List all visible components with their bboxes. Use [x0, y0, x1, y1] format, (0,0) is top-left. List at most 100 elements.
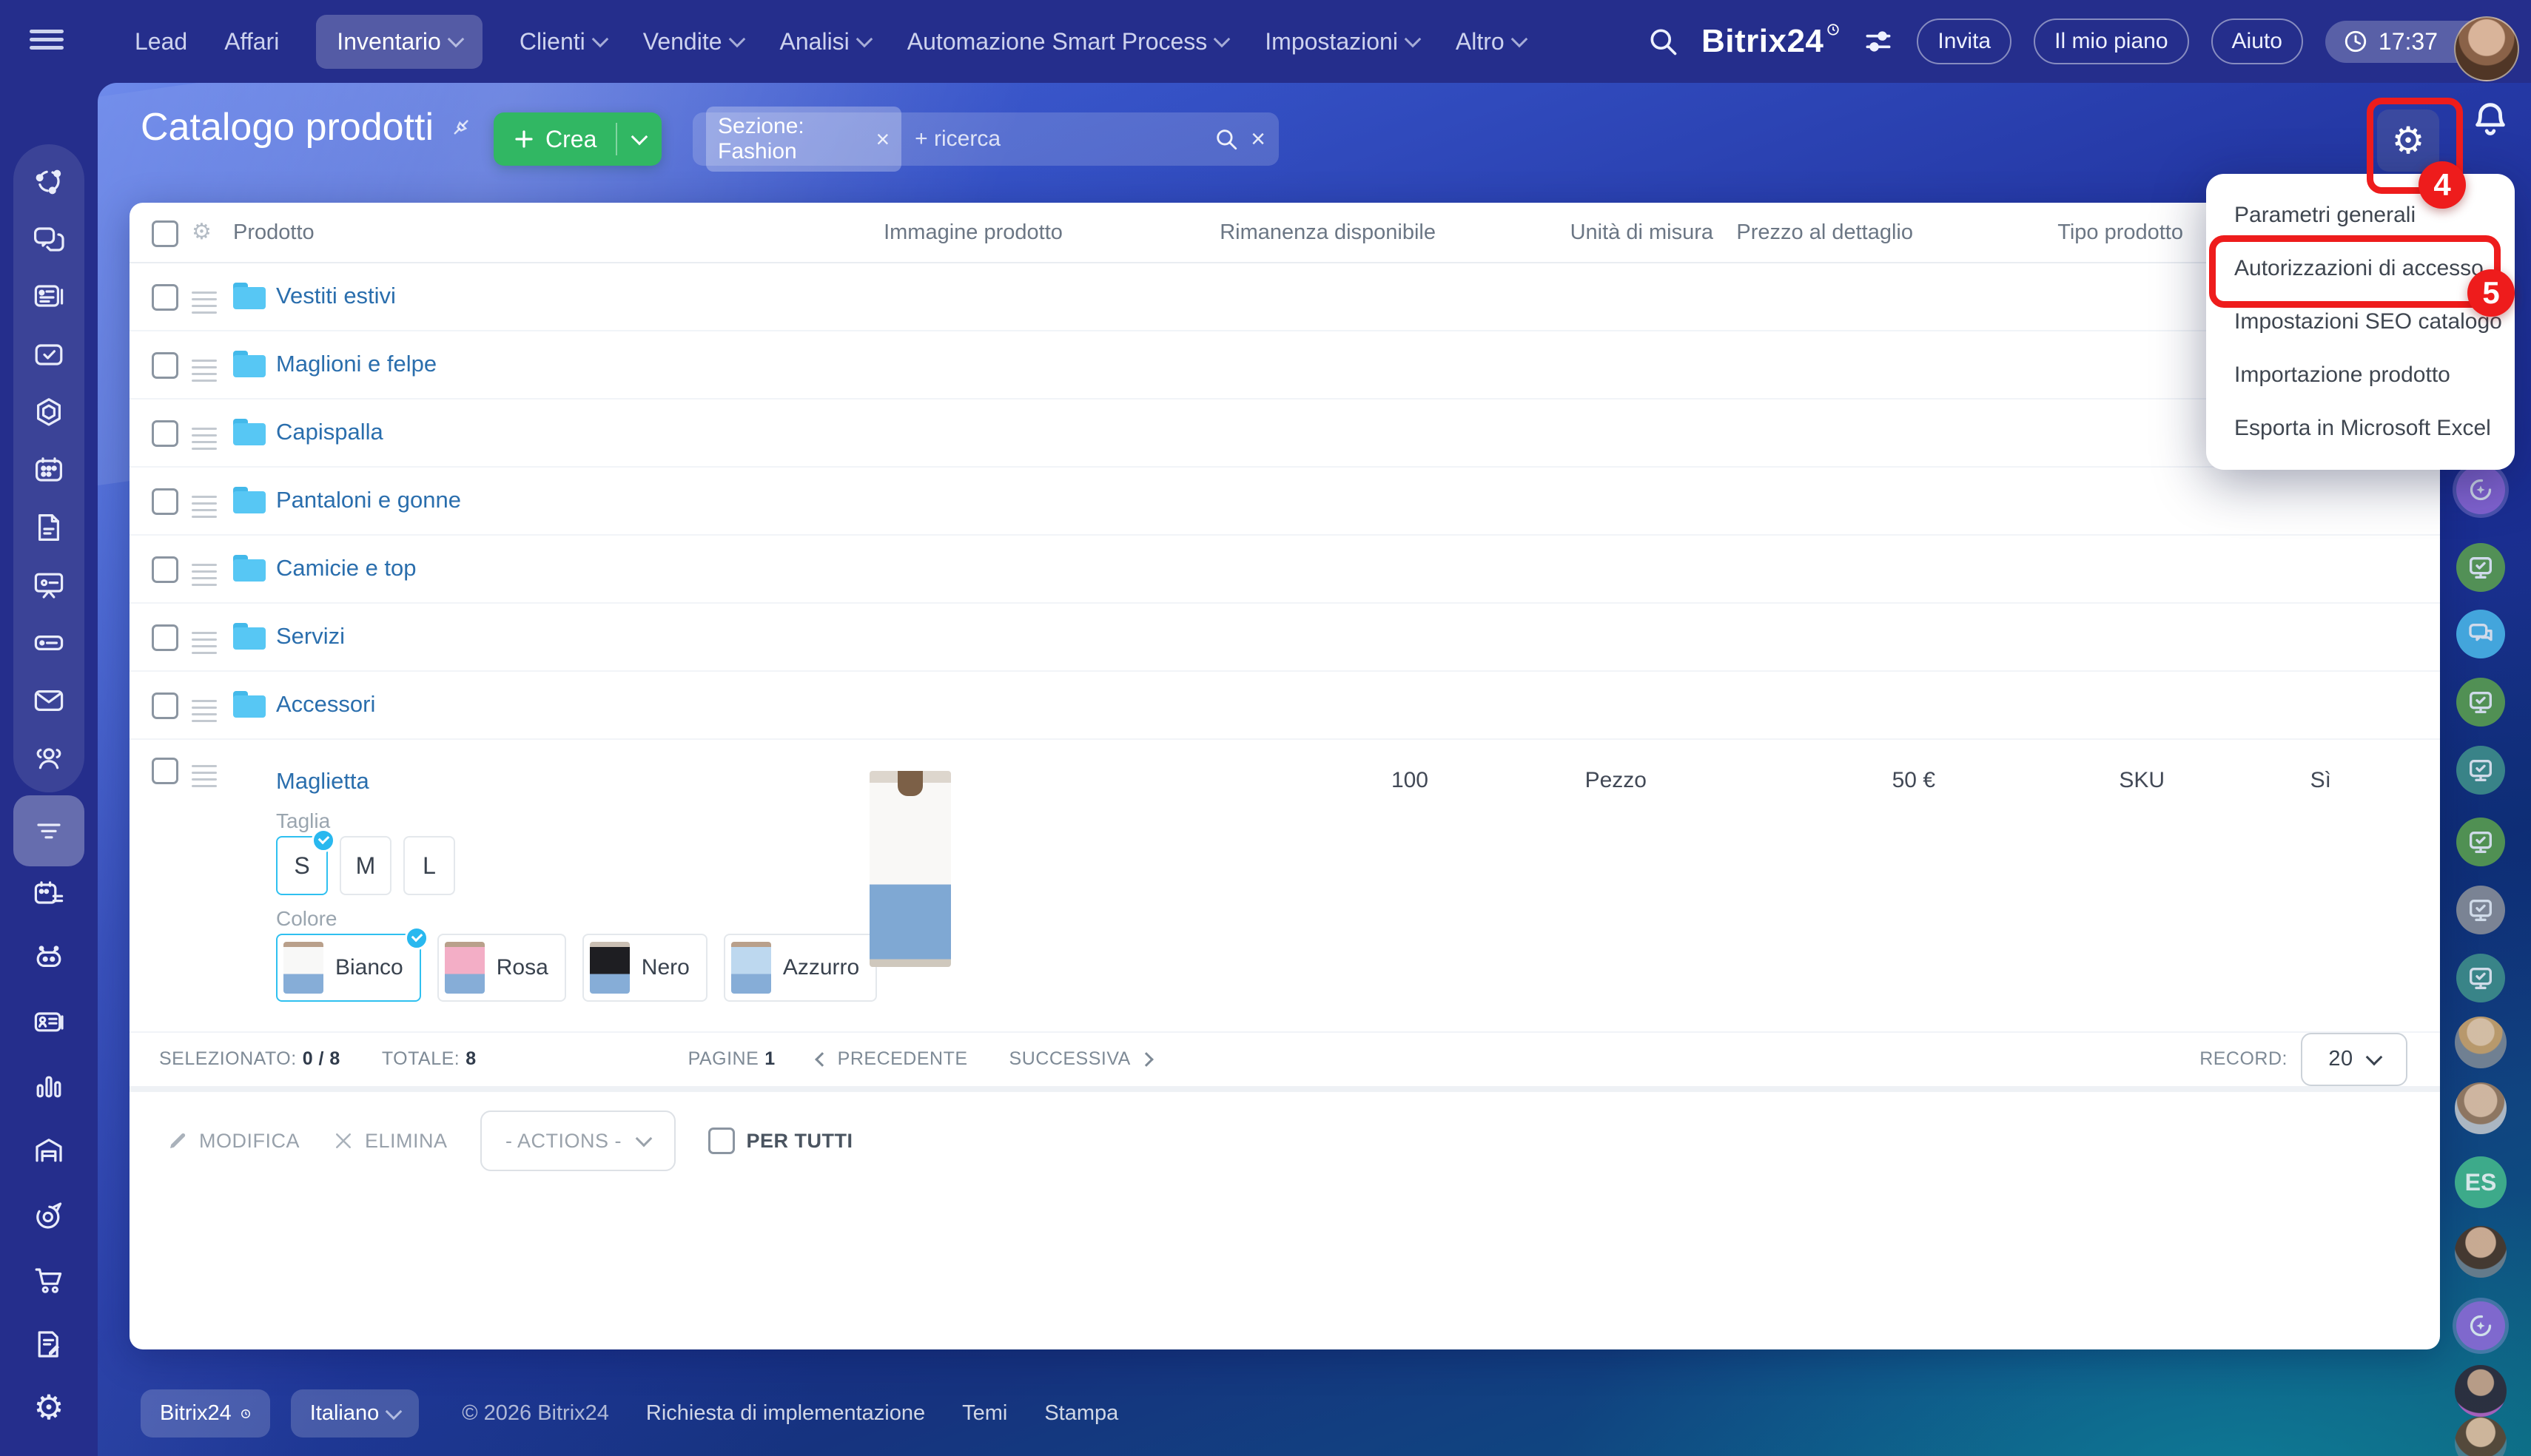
notifications-bell-icon[interactable]	[2469, 98, 2512, 141]
size-chip-l[interactable]: L	[403, 836, 455, 895]
pin-icon[interactable]	[448, 115, 474, 140]
footer-link-stampa[interactable]: Stampa	[1044, 1401, 1119, 1425]
nav-item-impostazioni[interactable]: Impostazioni	[1265, 28, 1422, 55]
actions-dropdown[interactable]: - ACTIONS -	[480, 1110, 676, 1171]
nav-item-inventario[interactable]: Inventario	[316, 14, 483, 69]
nav-item-vendite[interactable]: Vendite	[643, 28, 745, 55]
ai-bot-icon[interactable]	[31, 940, 67, 976]
task-monitor-icon[interactable]	[2456, 886, 2505, 934]
chat-bubble-icon[interactable]	[2456, 610, 2505, 658]
booking-icon[interactable]	[31, 876, 67, 911]
boards-icon[interactable]	[31, 567, 67, 603]
folder-link[interactable]: Capispalla	[276, 419, 383, 445]
drag-handle-icon[interactable]	[192, 761, 217, 792]
folder-link[interactable]: Maglioni e felpe	[276, 351, 437, 377]
drag-handle-icon[interactable]	[192, 695, 217, 727]
row-checkbox[interactable]	[152, 556, 178, 583]
menu-item-impostazioni-seo[interactable]: Impostazioni SEO catalogo	[2234, 309, 2502, 334]
drag-handle-icon[interactable]	[192, 423, 217, 454]
size-chip-s[interactable]: S	[276, 829, 335, 895]
row-checkbox[interactable]	[152, 692, 178, 719]
drag-handle-icon[interactable]	[192, 491, 217, 522]
product-link[interactable]: Maglietta	[276, 768, 369, 794]
column-header-immagine[interactable]: Immagine prodotto	[884, 220, 1063, 244]
search-icon[interactable]	[1647, 25, 1679, 58]
language-selector[interactable]: Italiano	[290, 1389, 420, 1438]
avatar[interactable]	[2455, 1365, 2507, 1417]
nav-item-clienti[interactable]: Clienti	[520, 28, 609, 55]
search-input[interactable]	[913, 126, 1203, 152]
row-checkbox[interactable]	[152, 488, 178, 515]
invite-button[interactable]: Invita	[1917, 18, 2012, 64]
menu-item-importazione-prodotto[interactable]: Importazione prodotto	[2234, 363, 2450, 387]
hamburger-menu-icon[interactable]	[30, 25, 64, 55]
row-checkbox[interactable]	[152, 352, 178, 379]
drag-handle-icon[interactable]	[192, 355, 217, 386]
avatar[interactable]	[2455, 1017, 2507, 1068]
contact-center-icon[interactable]	[31, 1005, 67, 1040]
task-monitor-icon[interactable]	[2456, 818, 2505, 866]
bitrix24-logo[interactable]: Bitrix24	[1701, 23, 1840, 60]
task-monitor-icon[interactable]	[2456, 954, 2505, 1002]
help-button[interactable]: Aiuto	[2211, 18, 2303, 64]
column-header-prodotto[interactable]: Prodotto	[233, 220, 315, 244]
copilot-icon[interactable]	[2456, 465, 2505, 514]
delete-button[interactable]: ELIMINA	[332, 1130, 448, 1153]
nav-item-affari[interactable]: Affari	[224, 27, 280, 55]
column-header-prezzo[interactable]: Prezzo al dettaglio	[1736, 220, 1913, 244]
mail-icon[interactable]	[31, 683, 67, 718]
filter-chip-sezione-fashion[interactable]: Sezione: Fashion ×	[706, 107, 902, 172]
row-checkbox[interactable]	[152, 420, 178, 447]
messenger-icon[interactable]	[31, 221, 67, 257]
copilot-icon[interactable]	[2456, 1301, 2505, 1350]
task-monitor-icon[interactable]	[2456, 543, 2505, 592]
user-avatar[interactable]	[2454, 16, 2519, 81]
worktime-widget[interactable]: 17:37	[2325, 16, 2519, 81]
next-page-button[interactable]: SUCCESSIVA	[1009, 1048, 1154, 1070]
task-monitor-icon[interactable]	[2456, 678, 2505, 727]
drag-handle-icon[interactable]	[192, 559, 217, 590]
create-button[interactable]: Crea	[494, 126, 616, 153]
catalog-settings-gear-button[interactable]: ⚙	[2377, 109, 2439, 172]
records-dropdown[interactable]: 20	[2301, 1032, 2407, 1086]
folder-link[interactable]: Vestiti estivi	[276, 283, 396, 309]
drag-handle-icon[interactable]	[192, 627, 217, 658]
warehouse-icon[interactable]	[31, 1133, 67, 1169]
newsfeed-icon[interactable]	[31, 279, 67, 314]
clear-search-icon[interactable]: ×	[1251, 124, 1266, 153]
nav-item-analisi[interactable]: Analisi	[780, 28, 873, 55]
footer-link-temi[interactable]: Temi	[962, 1401, 1008, 1425]
drag-handle-icon[interactable]	[192, 287, 217, 318]
nav-item-automazione[interactable]: Automazione Smart Process	[907, 28, 1231, 55]
settings-icon[interactable]: ⚙	[33, 1388, 64, 1426]
crm-icon[interactable]	[31, 394, 67, 430]
footer-brand-pill[interactable]: Bitrix24	[141, 1389, 270, 1438]
sliders-icon[interactable]	[1862, 25, 1895, 58]
size-chip-m[interactable]: M	[340, 836, 391, 895]
filter-search-bar[interactable]: Sezione: Fashion × ×	[693, 107, 1279, 172]
calendar-icon[interactable]	[31, 452, 67, 488]
edit-button[interactable]: MODIFICA	[167, 1130, 300, 1153]
my-plan-button[interactable]: Il mio piano	[2034, 18, 2189, 64]
color-chip-azzurro[interactable]: Azzurro	[723, 934, 878, 1002]
shop-cart-icon[interactable]	[31, 1262, 67, 1298]
table-settings-gear-icon[interactable]: ⚙	[192, 220, 212, 244]
magnifier-icon[interactable]	[1214, 127, 1239, 152]
avatar[interactable]	[2455, 1082, 2507, 1134]
footer-link-implementation[interactable]: Richiesta di implementazione	[645, 1401, 926, 1425]
create-dropdown-button[interactable]	[617, 128, 662, 146]
remove-filter-icon[interactable]: ×	[875, 125, 890, 152]
folder-link[interactable]: Camicie e top	[276, 555, 417, 581]
network-icon[interactable]	[31, 164, 67, 199]
folder-link[interactable]: Pantaloni e gonne	[276, 487, 461, 513]
analytics-icon[interactable]	[31, 1069, 67, 1105]
row-checkbox[interactable]	[152, 284, 178, 311]
menu-item-autorizzazioni-di-accesso[interactable]: Autorizzazioni di accesso	[2234, 256, 2484, 280]
row-checkbox[interactable]	[152, 758, 178, 784]
menu-item-esporta-excel[interactable]: Esporta in Microsoft Excel	[2234, 416, 2491, 440]
initials-avatar[interactable]: ES	[2455, 1156, 2507, 1208]
color-chip-nero[interactable]: Nero	[582, 934, 707, 1002]
avatar[interactable]	[2455, 1417, 2507, 1456]
task-monitor-icon[interactable]	[2456, 746, 2505, 795]
prev-page-button[interactable]: PRECEDENTE	[814, 1048, 968, 1070]
